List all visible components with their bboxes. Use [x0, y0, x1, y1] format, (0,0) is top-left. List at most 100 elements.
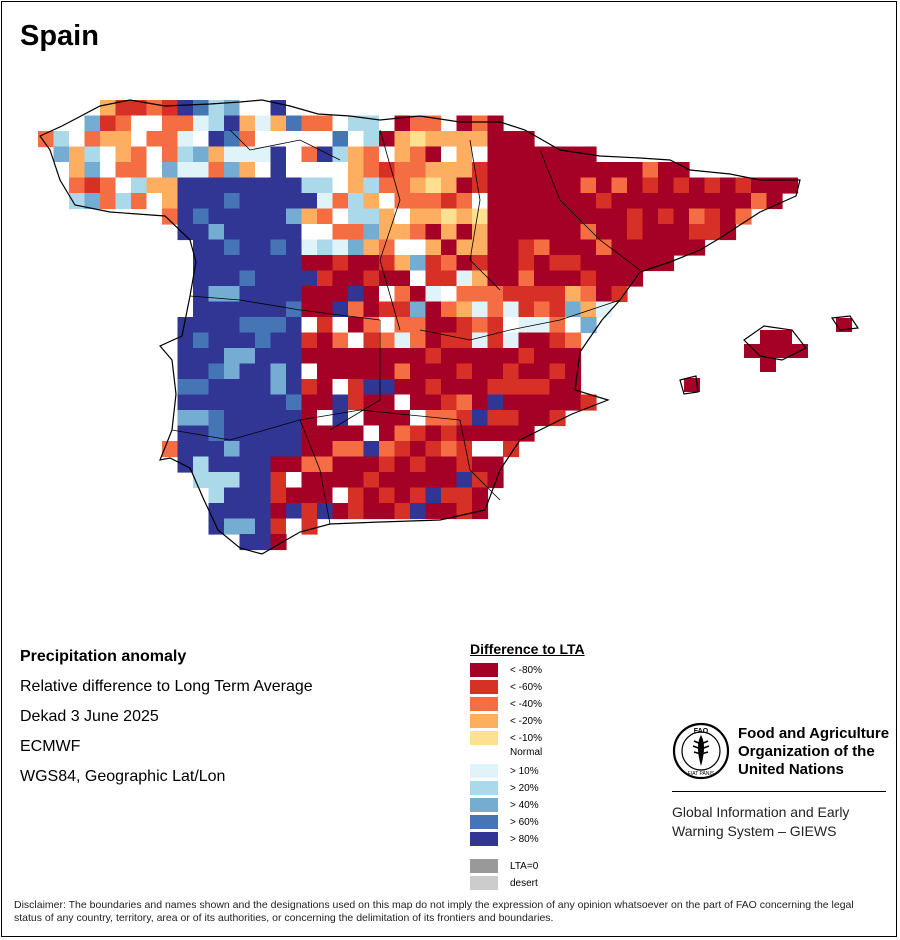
grid-cell: [456, 472, 473, 489]
grid-cell: [317, 115, 334, 132]
grid-cell: [224, 518, 241, 535]
grid-cell: [239, 518, 256, 535]
grid-cell: [472, 255, 489, 272]
grid-cell: [658, 208, 675, 225]
grid-cell: [394, 146, 411, 163]
grid-cell: [441, 193, 458, 210]
grid-cell: [456, 410, 473, 427]
grid-cell: [255, 363, 272, 380]
grid-cell: [518, 363, 535, 380]
grid-cell: [239, 425, 256, 442]
grid-cell: [394, 239, 411, 256]
grid-cell: [689, 208, 706, 225]
legend-swatch: [470, 859, 498, 873]
grid-cell: [425, 193, 442, 210]
grid-cell: [239, 456, 256, 473]
grid-cell: [224, 100, 241, 117]
grid-cell: [503, 255, 520, 272]
grid-cell: [425, 208, 442, 225]
grid-cell: [348, 410, 365, 427]
grid-cell: [425, 425, 442, 442]
grid-cell: [487, 224, 504, 241]
grid-cell: [286, 193, 303, 210]
grid-cell: [239, 534, 256, 551]
grid-cell: [239, 131, 256, 148]
grid-cell: [348, 472, 365, 489]
grid-cell: [286, 410, 303, 427]
grid-cell: [224, 208, 241, 225]
grid-cell: [131, 115, 148, 132]
grid-cell: [193, 131, 210, 148]
grid-cell: [270, 410, 287, 427]
grid-cell: [565, 270, 582, 287]
org-name: Food and Agriculture Organization of the…: [738, 725, 890, 778]
grid-cell: [394, 317, 411, 334]
grid-cell: [379, 162, 396, 179]
product-title: Precipitation anomaly: [20, 648, 187, 665]
grid-cell: [363, 487, 380, 504]
grid-cell: [689, 239, 706, 256]
grid-cell: [580, 286, 597, 303]
grid-cell: [239, 348, 256, 365]
grid-cell: [549, 410, 566, 427]
island-border-ibiza: [679, 375, 699, 395]
grid-cell: [363, 503, 380, 520]
legend-label: < -60%: [510, 681, 542, 693]
grid-cell: [270, 487, 287, 504]
grid-cell: [766, 177, 783, 194]
grid-cell: [487, 317, 504, 334]
system-name: Global Information and Early Warning Sys…: [672, 804, 850, 839]
grid-cell: [394, 348, 411, 365]
grid-cell: [704, 224, 721, 241]
grid-cell: [565, 208, 582, 225]
grid-cell: [456, 379, 473, 396]
grid-cell: [208, 286, 225, 303]
grid-cell: [239, 224, 256, 241]
grid-cell: [255, 348, 272, 365]
grid-cell: [410, 193, 427, 210]
grid-cell: [286, 115, 303, 132]
grid-cell: [503, 301, 520, 318]
grid-cell: [379, 425, 396, 442]
grid-cell: [363, 379, 380, 396]
grid-cell: [332, 317, 349, 334]
grid-cell: [332, 503, 349, 520]
grid-cell: [441, 224, 458, 241]
grid-cell: [472, 177, 489, 194]
grid-cell: [193, 239, 210, 256]
grid-cell: [394, 441, 411, 458]
legend-label: > 10%: [510, 765, 539, 777]
legend-item: desert: [470, 876, 538, 890]
grid-cell: [565, 348, 582, 365]
grid-cell: [441, 301, 458, 318]
grid-cell: [84, 162, 101, 179]
grid-cell: [162, 100, 179, 117]
grid-cell: [611, 208, 628, 225]
grid-cell: [286, 270, 303, 287]
grid-cell: [425, 472, 442, 489]
grid-cell: [332, 456, 349, 473]
grid-cell: [286, 301, 303, 318]
grid-cell: [100, 162, 117, 179]
grid-cell: [441, 146, 458, 163]
grid-cell: [193, 255, 210, 272]
grid-cell: [270, 286, 287, 303]
legend-title: Difference to LTA: [470, 641, 585, 657]
grid-cell: [317, 270, 334, 287]
grid-cell: [100, 131, 117, 148]
legend-label: < -20%: [510, 715, 542, 727]
grid-cell: [441, 456, 458, 473]
grid-cell: [317, 441, 334, 458]
grid-cell: [208, 332, 225, 349]
grid-cell: [208, 487, 225, 504]
legend-swatch: [470, 764, 498, 778]
grid-cell: [704, 177, 721, 194]
region-boundary: [539, 149, 641, 271]
grid-cell: [549, 379, 566, 396]
grid-cell: [410, 239, 427, 256]
grid-cell: [456, 255, 473, 272]
grid-cell: [348, 456, 365, 473]
grid-cell: [301, 255, 318, 272]
grid-cell: [177, 317, 194, 334]
grid-cell: [456, 239, 473, 256]
